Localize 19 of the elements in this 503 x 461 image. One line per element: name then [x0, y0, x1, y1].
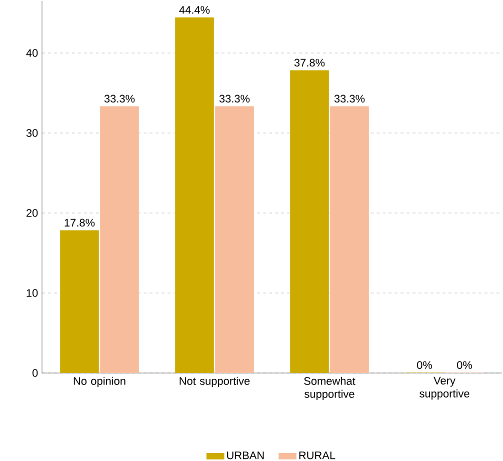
y-tick-label: 20 [26, 209, 38, 217]
x-tick-label: Very supportive [420, 376, 470, 400]
data-label: 33.3% [219, 94, 250, 103]
x-tick-label: No opinion [74, 376, 126, 388]
y-tick-label: 40 [26, 49, 38, 57]
data-label: 0% [417, 361, 432, 369]
data-label: 17.8% [64, 218, 95, 227]
data-label: 0% [457, 361, 472, 369]
y-tick-label: 0 [32, 369, 38, 377]
legend-label: URBAN [227, 452, 264, 460]
x-tick-label: Somewhat supportive [304, 376, 356, 400]
data-label: 37.8% [294, 58, 325, 67]
data-label: 44.4% [179, 6, 210, 14]
legend-label: RURAL [299, 452, 336, 460]
data-label: 33.3% [104, 94, 135, 103]
y-tick-label: 10 [26, 289, 38, 297]
y-tick-label: 30 [26, 129, 38, 137]
x-tick-label: Not supportive [180, 376, 250, 388]
data-label: 33.3% [334, 94, 365, 103]
